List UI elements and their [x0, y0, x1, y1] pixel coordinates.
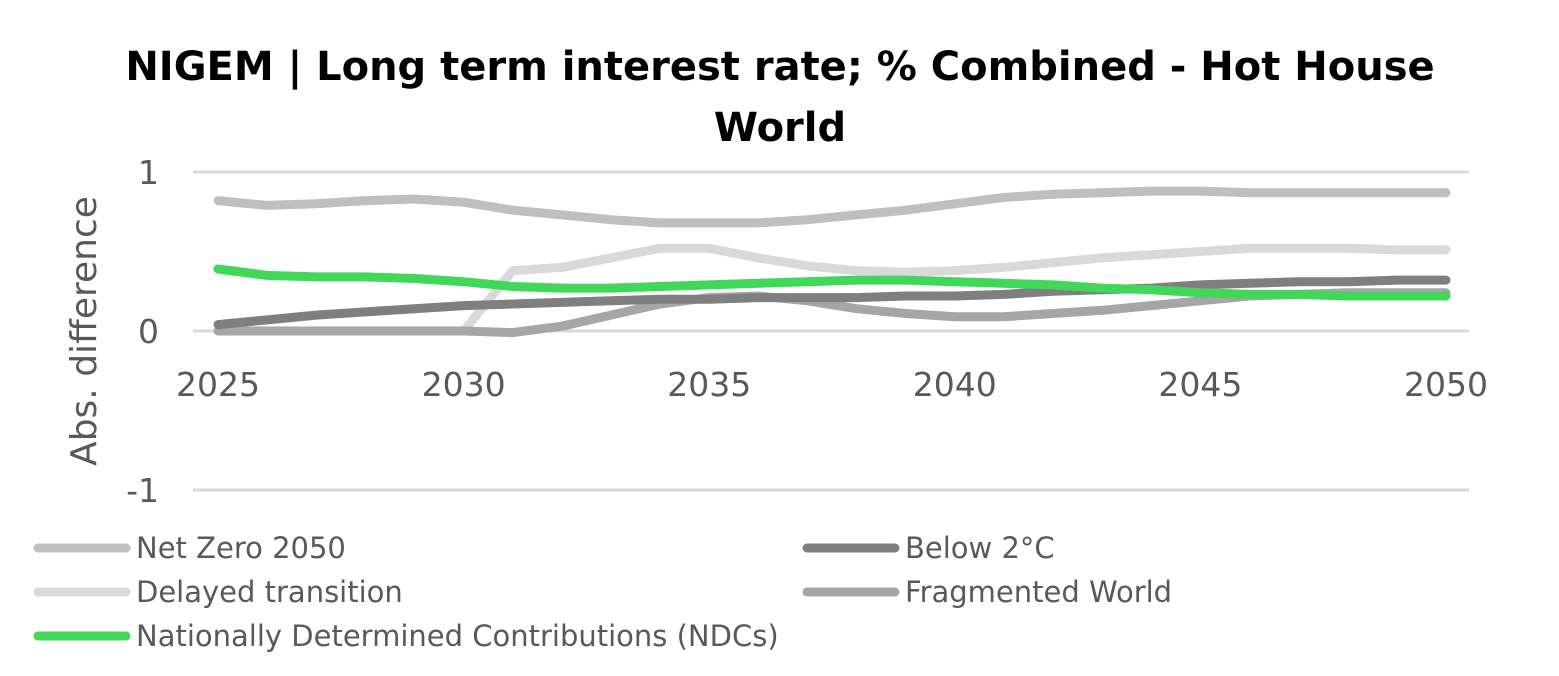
legend-label: Net Zero 2050 — [136, 531, 346, 565]
x-tick-label: 2035 — [667, 365, 751, 404]
legend-label: Below 2°C — [905, 531, 1055, 565]
y-tick-label: -1 — [126, 471, 159, 510]
y-axis-title: Abs. difference — [64, 196, 105, 466]
series-lines — [213, 186, 1451, 338]
legend-label: Nationally Determined Contributions (NDC… — [136, 619, 779, 653]
y-tick-label: 0 — [138, 312, 159, 351]
legend-item-0: Net Zero 2050 — [33, 531, 346, 565]
legend-item-2: Delayed transition — [33, 575, 403, 609]
x-tick-label: 2030 — [422, 365, 506, 404]
series-line-1 — [213, 275, 1451, 330]
legend: Net Zero 2050 Below 2°C Delayed transition… — [33, 531, 1172, 653]
y-axis-ticks: 1 0 -1 — [126, 153, 159, 510]
legend-item-1: Below 2°C — [802, 531, 1055, 565]
chart-title-line-1: NIGEM | Long term interest rate; % Combi… — [125, 44, 1434, 91]
series-line-0 — [213, 186, 1451, 228]
legend-item-3: Fragmented World — [802, 575, 1172, 609]
x-tick-label: 2040 — [913, 365, 997, 404]
x-tick-label: 2045 — [1158, 365, 1242, 404]
x-tick-label: 2025 — [176, 365, 260, 404]
legend-item-4: Nationally Determined Contributions (NDC… — [33, 619, 779, 653]
chart-title-line-2: World — [714, 105, 846, 151]
legend-label: Delayed transition — [136, 575, 403, 609]
x-tick-label: 2050 — [1404, 365, 1488, 404]
series-line-4 — [213, 264, 1451, 301]
x-axis-ticks: 2025 2030 2035 2040 2045 2050 — [176, 365, 1488, 404]
legend-label: Fragmented World — [905, 575, 1172, 609]
y-tick-label: 1 — [138, 153, 159, 192]
series-line-2 — [213, 243, 1451, 336]
